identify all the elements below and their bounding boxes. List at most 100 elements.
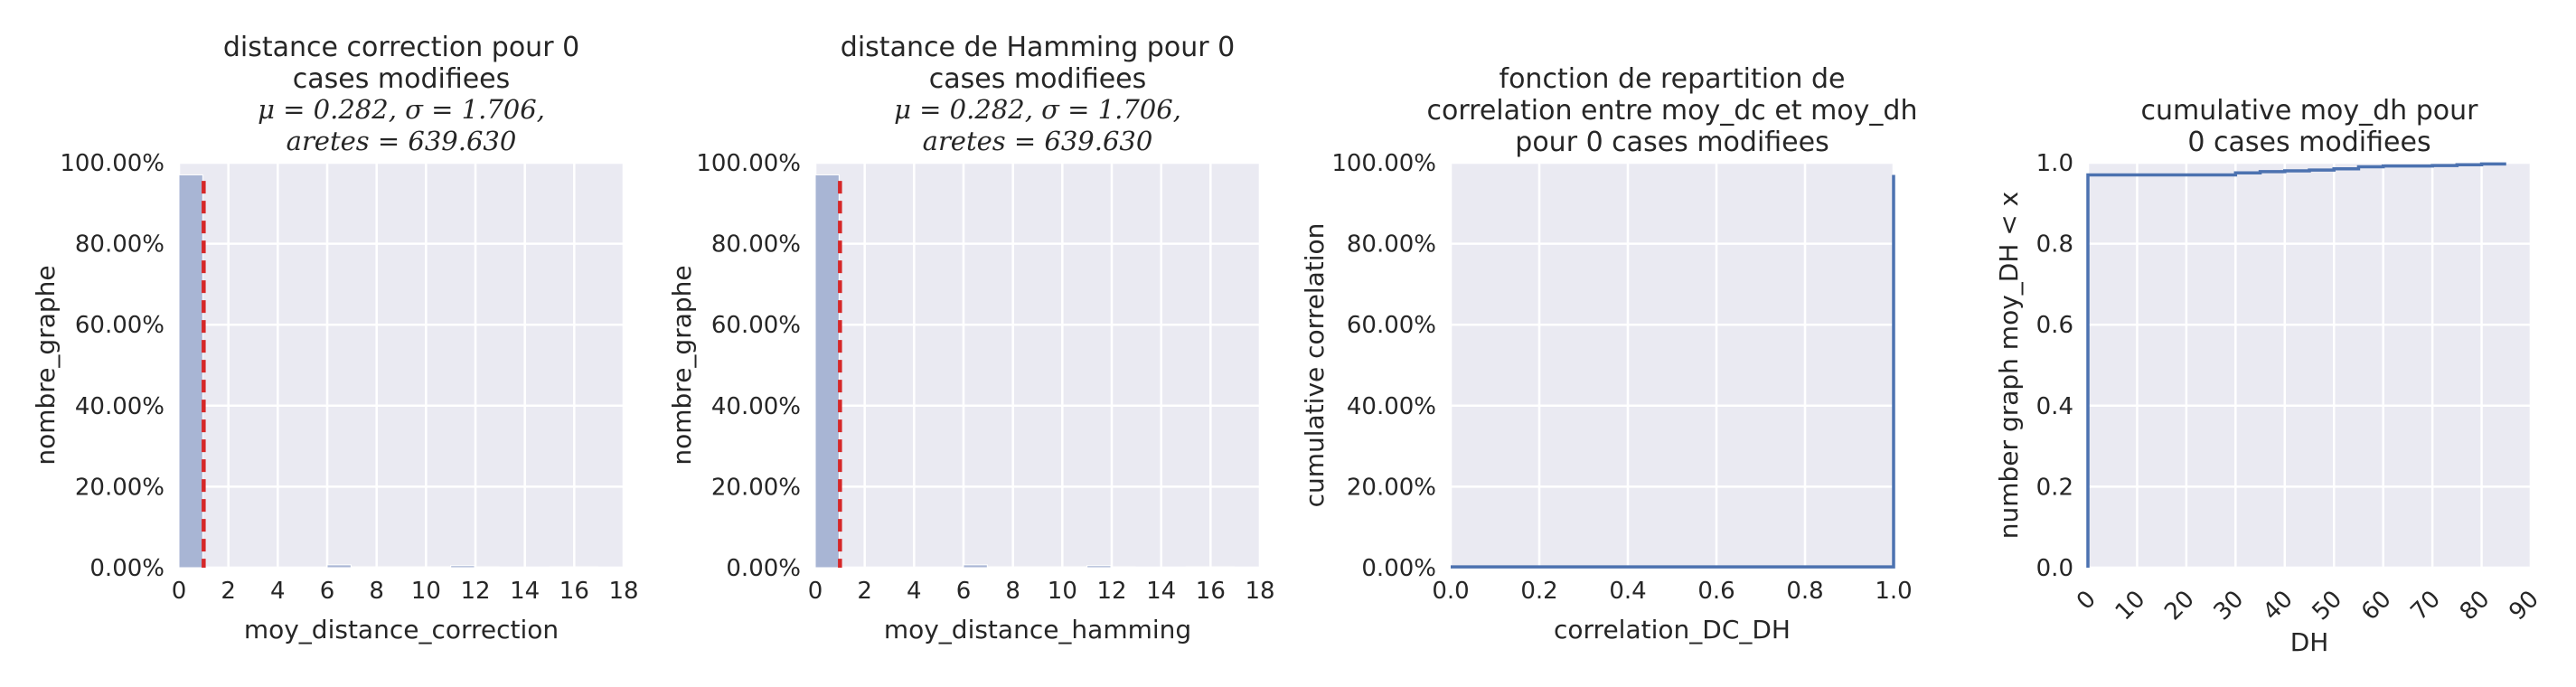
chart-title-line: fonction de repartition de	[1500, 63, 1846, 95]
x-tick-label: 0	[808, 578, 823, 605]
panel-distance-correction: 0 2 4 6 8 10 12 14 16 18 0.00% 20.00% 40.00% 60.00% 8…	[31, 32, 639, 645]
x-tick-label: 2	[857, 578, 872, 605]
histogram-bar	[326, 564, 352, 569]
plot-area	[2088, 163, 2531, 568]
y-tick-labels: 0.00% 20.00% 40.00% 60.00% 80.00% 100.00%	[696, 150, 801, 582]
panel-cumulative-moy-dh: 0 10 20 30 40 50 60 70 80 90 0.0 0.2 0.4 0.6 0.8 1.0 c…	[1994, 95, 2544, 657]
x-tick-label: 10	[2111, 586, 2151, 626]
gridlines	[2086, 161, 2533, 569]
histogram-bar	[814, 174, 840, 569]
y-tick-label: 0.00%	[89, 555, 165, 582]
y-tick-label: 0.00%	[1361, 555, 1436, 582]
x-tick-label: 8	[1005, 578, 1020, 605]
x-tick-label: 1.0	[1875, 578, 1912, 605]
histogram-bar	[1061, 566, 1087, 569]
x-tick-label: 0.0	[1432, 578, 1469, 605]
y-tick-label: 60.00%	[1347, 312, 1436, 339]
histogram-bar	[400, 566, 426, 569]
x-tick-label: 12	[460, 578, 490, 605]
x-tick-labels: 0.0 0.2 0.4 0.6 0.8 1.0	[1432, 578, 1912, 605]
histogram-bar	[1012, 566, 1038, 569]
stats-text: μ = 0.282, σ = 1.706,	[258, 94, 545, 125]
x-tick-label: 18	[608, 578, 638, 605]
histogram-bar	[987, 566, 1013, 569]
x-tick-label: 4	[270, 578, 286, 605]
stats-text: aretes = 639.630	[287, 126, 517, 156]
cdf-line	[2086, 162, 2506, 568]
x-axis-label: correlation_DC_DH	[1554, 615, 1791, 645]
series-line	[2086, 162, 2506, 568]
y-tick-labels: 0.0 0.2 0.4 0.6 0.8 1.0	[2036, 150, 2073, 582]
x-tick-label: 6	[320, 578, 335, 605]
y-tick-label: 100.00%	[1331, 150, 1436, 177]
histogram-bar	[1037, 566, 1062, 569]
y-axis-label: nombre_graphe	[31, 265, 61, 465]
x-tick-label: 90	[2504, 586, 2544, 626]
y-tick-label: 80.00%	[711, 231, 801, 259]
y-tick-label: 60.00%	[711, 312, 801, 339]
histogram-bar	[425, 566, 451, 569]
y-tick-label: 0.0	[2036, 555, 2073, 582]
plot-area	[815, 163, 1260, 568]
x-tick-label: 16	[1196, 578, 1226, 605]
x-tick-label: 40	[2258, 586, 2299, 626]
y-tick-label: 0.2	[2036, 474, 2073, 501]
histogram-bar	[1185, 566, 1210, 569]
x-tick-labels: 0 10 20 30 40 50 60 70 80 90	[2072, 586, 2544, 626]
histogram-bar	[1086, 565, 1112, 569]
x-tick-label: 10	[411, 578, 441, 605]
stats-text: aretes = 639.630	[923, 126, 1153, 156]
x-tick-label: 0.8	[1786, 578, 1823, 605]
x-tick-label: 0.2	[1520, 578, 1557, 605]
series-line	[1451, 174, 1895, 569]
y-tick-label: 100.00%	[696, 150, 801, 177]
x-tick-label: 18	[1245, 578, 1274, 605]
x-tick-label: 6	[956, 578, 972, 605]
chart-title-line: cases modifiees	[929, 63, 1147, 95]
panel-correlation-cdf: 0.0 0.2 0.4 0.6 0.8 1.0 0.00% 20.00% 40.00% 60.0…	[1300, 63, 1917, 645]
plot-area	[1451, 163, 1894, 568]
y-tick-label: 40.00%	[75, 393, 165, 420]
histogram-bar	[1111, 566, 1136, 569]
x-tick-label: 4	[907, 578, 922, 605]
y-axis-label: number graph moy_DH < x	[1994, 192, 2024, 539]
x-axis-label: moy_distance_hamming	[884, 615, 1191, 645]
y-axis-label: nombre_graphe	[667, 265, 697, 465]
histogram-bar	[475, 566, 500, 569]
x-tick-label: 20	[2159, 586, 2200, 626]
histogram-bar	[963, 564, 988, 569]
y-tick-label: 40.00%	[1347, 393, 1436, 420]
y-tick-label: 20.00%	[75, 474, 165, 501]
x-axis-label: DH	[2290, 627, 2329, 657]
y-tick-label: 20.00%	[1347, 474, 1436, 501]
chart-title-line: correlation entre moy_dc et moy_dh	[1427, 95, 1918, 127]
x-tick-labels: 0 2 4 6 8 10 12 14 16 18	[172, 578, 639, 605]
y-tick-label: 0.8	[2036, 231, 2073, 259]
y-tick-label: 80.00%	[1347, 231, 1436, 259]
x-tick-label: 0	[172, 578, 187, 605]
y-tick-label: 0.00%	[726, 555, 801, 582]
x-tick-label: 0.4	[1609, 578, 1646, 605]
x-tick-label: 10	[1048, 578, 1077, 605]
histogram-bar	[178, 174, 203, 569]
y-axis-label: cumulative correlation	[1300, 223, 1330, 508]
x-tick-label: 60	[2356, 586, 2397, 626]
chart-title-line: cumulative moy_dh pour	[2141, 95, 2479, 127]
y-tick-label: 40.00%	[711, 393, 801, 420]
y-tick-labels: 0.00% 20.00% 40.00% 60.00% 80.00% 100.00%	[60, 150, 165, 582]
histogram-bars	[814, 174, 1236, 569]
stats-text: μ = 0.282, σ = 1.706,	[894, 94, 1181, 125]
y-tick-label: 100.00%	[60, 150, 165, 177]
y-tick-label: 20.00%	[711, 474, 801, 501]
x-tick-label: 16	[559, 578, 589, 605]
x-tick-label: 14	[1146, 578, 1176, 605]
x-tick-label: 8	[369, 578, 384, 605]
x-tick-label: 2	[221, 578, 236, 605]
x-tick-label: 70	[2405, 586, 2446, 626]
y-tick-labels: 0.00% 20.00% 40.00% 60.00% 80.00% 100.00%	[1331, 150, 1436, 582]
histogram-bar	[376, 566, 401, 569]
chart-title-line: distance correction pour 0	[223, 32, 579, 63]
histogram-bar	[549, 566, 574, 569]
x-tick-label: 12	[1096, 578, 1126, 605]
x-tick-label: 50	[2308, 586, 2348, 626]
